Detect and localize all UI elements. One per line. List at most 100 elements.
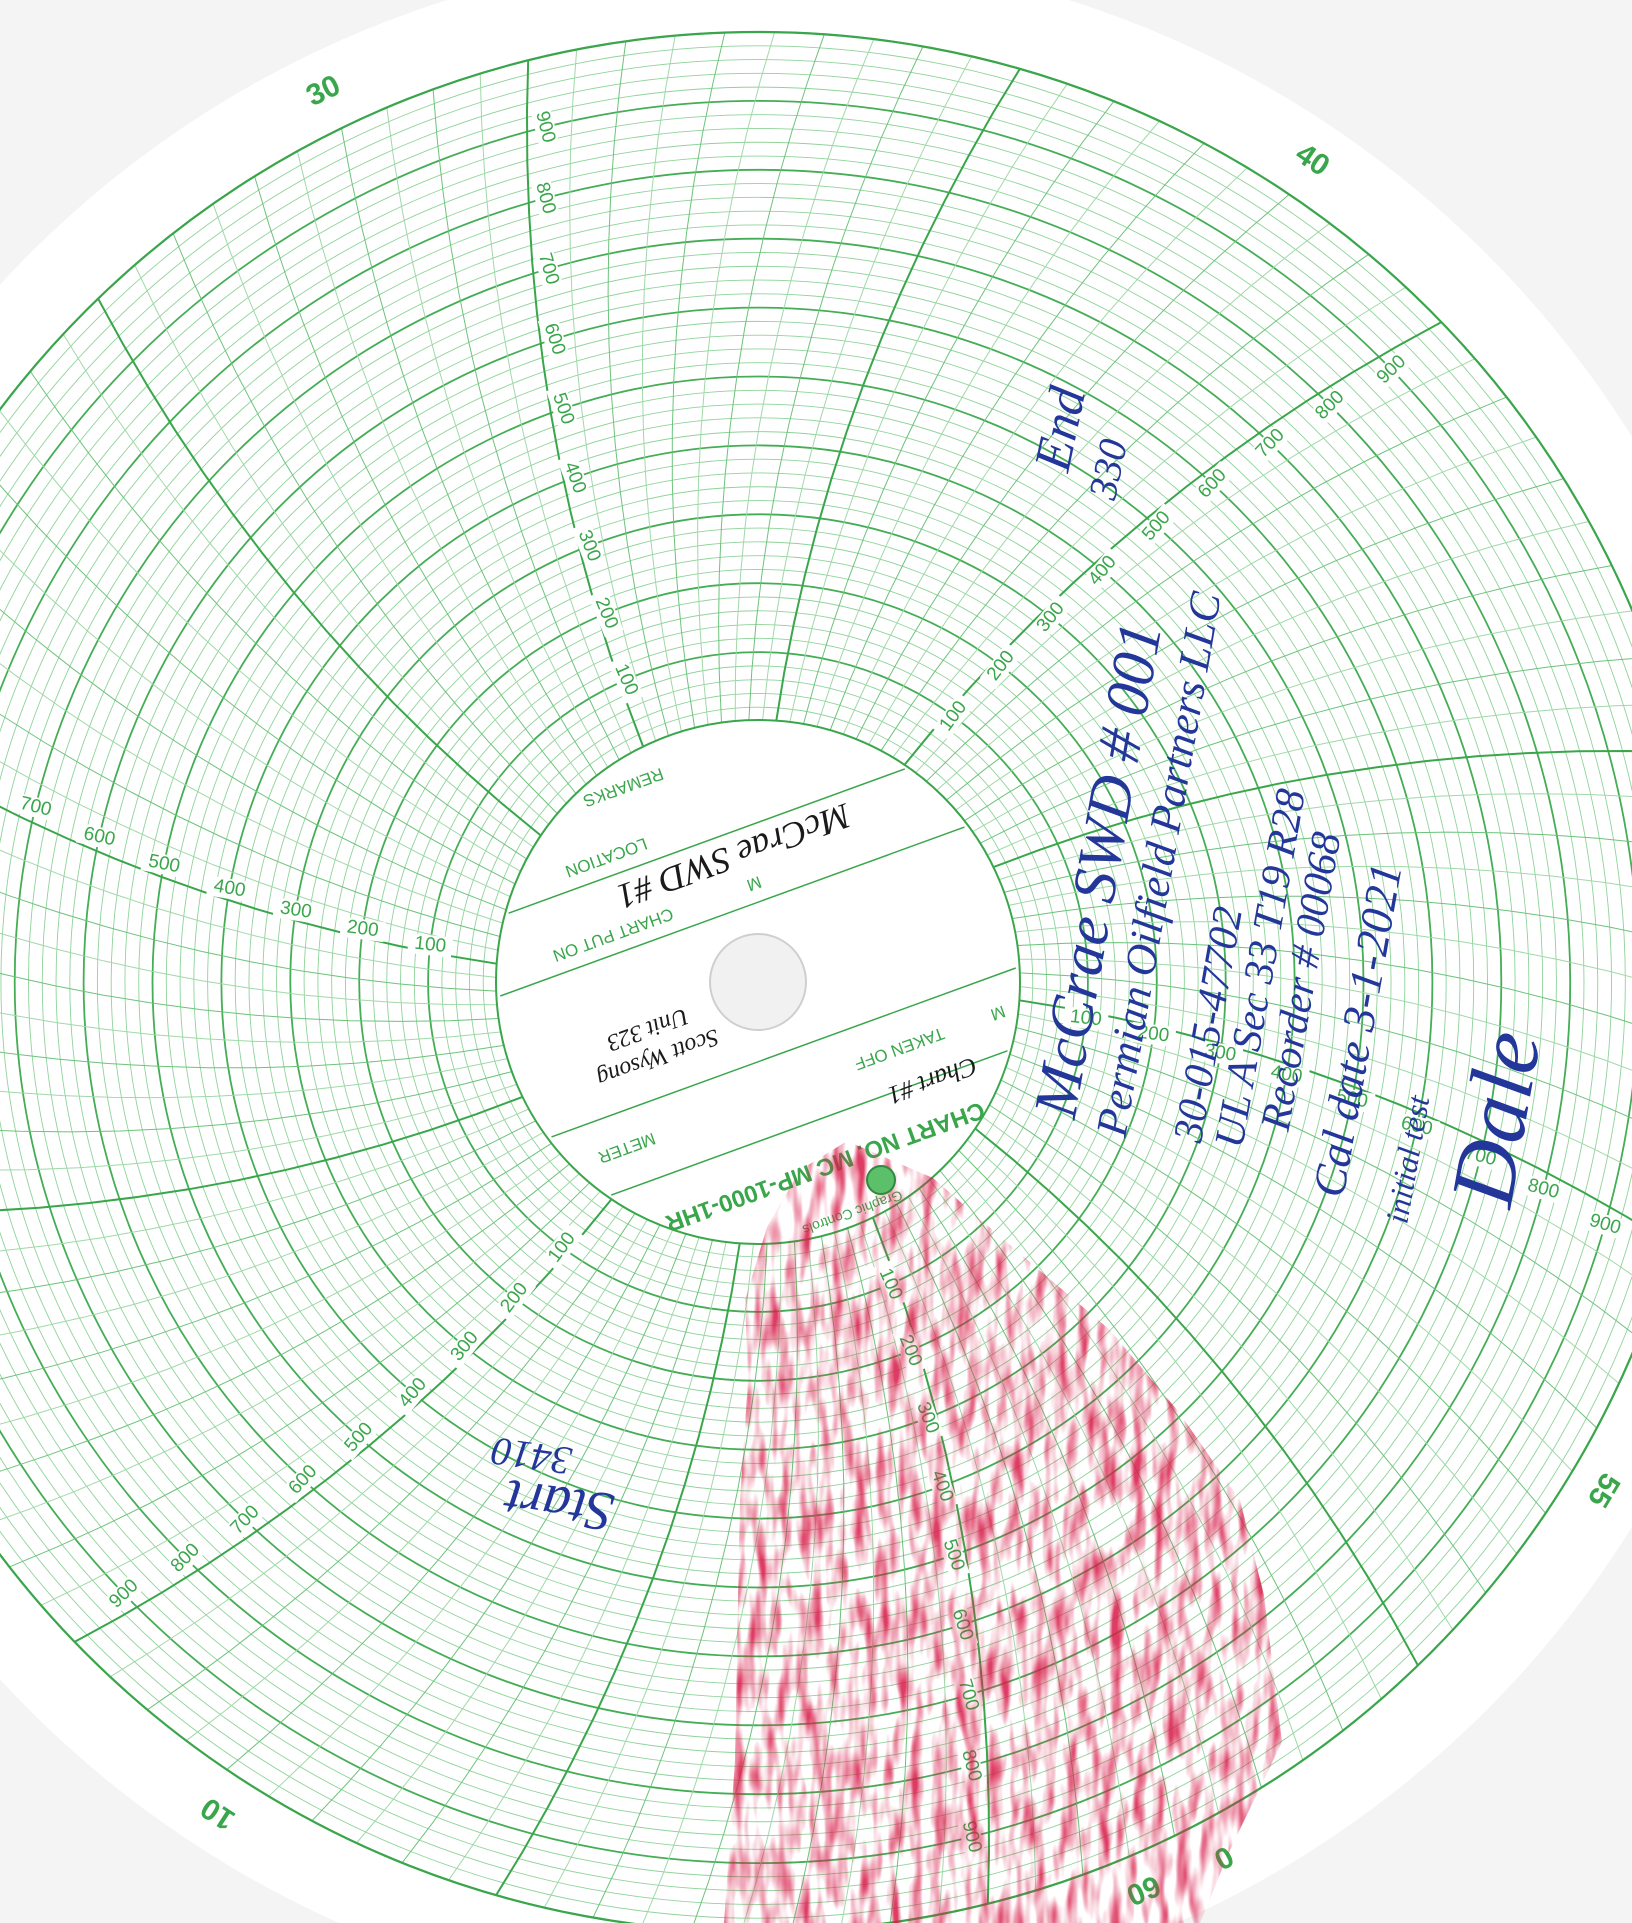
start-value: 3410	[489, 1428, 575, 1484]
time-line-minor	[401, 1239, 713, 1864]
time-line-minor	[432, 89, 620, 761]
scale-label-bg	[1029, 594, 1073, 641]
time-line-minor	[789, 83, 1068, 723]
time-line-minor	[29, 371, 527, 860]
scale-label-bg	[493, 1274, 537, 1322]
scale-label-bg	[272, 897, 320, 924]
scale-label-bg	[407, 932, 454, 958]
unit-label: M	[744, 872, 764, 895]
time-line-minor	[448, 1241, 727, 1881]
time-line-minor	[979, 658, 1632, 844]
scale-label-bg	[337, 1414, 382, 1461]
scale-label-bg	[1263, 1061, 1310, 1089]
time-line-minor	[964, 565, 1612, 822]
time-line-minor	[0, 972, 499, 1022]
time-line-minor	[0, 713, 501, 937]
time-line-minor	[762, 56, 973, 721]
time-line-minor	[880, 253, 1369, 751]
time-line-major	[903, 321, 1442, 766]
scale-label-bg	[1519, 1174, 1568, 1205]
time-line-major	[1019, 999, 1632, 1222]
scale-label-bg	[529, 174, 561, 223]
time-line-minor	[868, 222, 1331, 745]
time-line-minor	[946, 478, 1564, 801]
time-line-minor	[803, 100, 1115, 725]
time-line-major	[775, 68, 1021, 721]
form-rule	[499, 826, 965, 997]
time-line-minor	[0, 484, 516, 885]
time-line-minor	[671, 32, 726, 728]
scale-label-bg	[11, 792, 60, 823]
time-line-minor	[0, 549, 511, 898]
time-line-minor	[607, 41, 669, 736]
time-line-major	[0, 805, 497, 965]
scale-label-bg	[532, 245, 564, 293]
time-line-major	[495, 1243, 741, 1896]
time-line-major	[525, 60, 645, 747]
scale-label-bg	[391, 1369, 435, 1417]
start-note: Start	[500, 1467, 618, 1544]
time-line-minor	[955, 520, 1590, 811]
time-line-major	[974, 1127, 1419, 1666]
scale-label-bg	[529, 103, 560, 151]
time-line-minor	[212, 203, 567, 804]
time-line-minor	[989, 1104, 1487, 1593]
form-rule	[508, 768, 906, 914]
time-line-minor	[1018, 958, 1632, 1071]
chart-pin	[866, 1165, 896, 1195]
time-line-minor	[966, 1139, 1382, 1700]
time-line-minor	[134, 264, 550, 825]
unit-label: M	[988, 1001, 1008, 1024]
time-line-minor	[915, 358, 1476, 774]
scale-label-bg	[1248, 420, 1293, 467]
scale-label-bg	[541, 1223, 584, 1272]
scale-label-bg	[546, 384, 580, 433]
time-line-major	[0, 1095, 523, 1212]
time-line-minor	[1013, 1040, 1620, 1384]
scale-label-bg	[163, 1535, 209, 1582]
scale-label-bg	[1369, 347, 1415, 393]
time-line-major	[993, 749, 1632, 869]
time-line-minor	[982, 1116, 1454, 1631]
scale-label-bg	[607, 655, 644, 704]
time-line-minor	[296, 150, 587, 785]
time-line-minor	[926, 396, 1507, 782]
scale-label: 300	[279, 897, 314, 923]
time-line-minor	[0, 1044, 504, 1069]
scale-label-bg	[1134, 503, 1179, 550]
time-line-minor	[999, 793, 1632, 881]
time-line-minor	[0, 663, 503, 924]
time-line-minor	[0, 761, 499, 951]
time-line-minor	[1000, 1079, 1546, 1514]
time-line-minor	[569, 49, 657, 741]
time-line-minor	[0, 1071, 512, 1133]
time-line-minor	[0, 1153, 561, 1425]
time-line-minor	[748, 46, 924, 721]
scale-label: 300	[1203, 1040, 1238, 1066]
scale-label-bg	[1393, 1112, 1441, 1142]
time-line-minor	[341, 128, 598, 776]
time-line-minor	[356, 1237, 700, 1844]
scale-label-bg	[206, 875, 253, 903]
time-line-minor	[1012, 895, 1632, 933]
time-line-minor	[0, 1083, 517, 1171]
scale-label-bg	[588, 589, 624, 638]
time-line-minor	[0, 608, 507, 911]
time-line-minor	[986, 704, 1632, 856]
time-line-minor	[829, 142, 1205, 731]
scale-label-bg	[223, 1497, 268, 1544]
time-line-minor	[995, 1092, 1518, 1555]
time-line-minor	[147, 1213, 636, 1711]
time-line-minor	[0, 1058, 508, 1099]
time-line-minor	[0, 932, 498, 1006]
scale-label-bg	[1130, 1021, 1177, 1048]
scale-label: 200	[346, 916, 380, 941]
time-line-minor	[816, 120, 1160, 727]
time-line-minor	[0, 1012, 501, 1043]
scale-label-bg	[537, 315, 571, 364]
time-line-minor	[1017, 942, 1632, 1024]
time-line-minor	[0, 1163, 570, 1472]
time-line-minor	[311, 1233, 687, 1822]
time-line-minor	[9, 1182, 590, 1568]
